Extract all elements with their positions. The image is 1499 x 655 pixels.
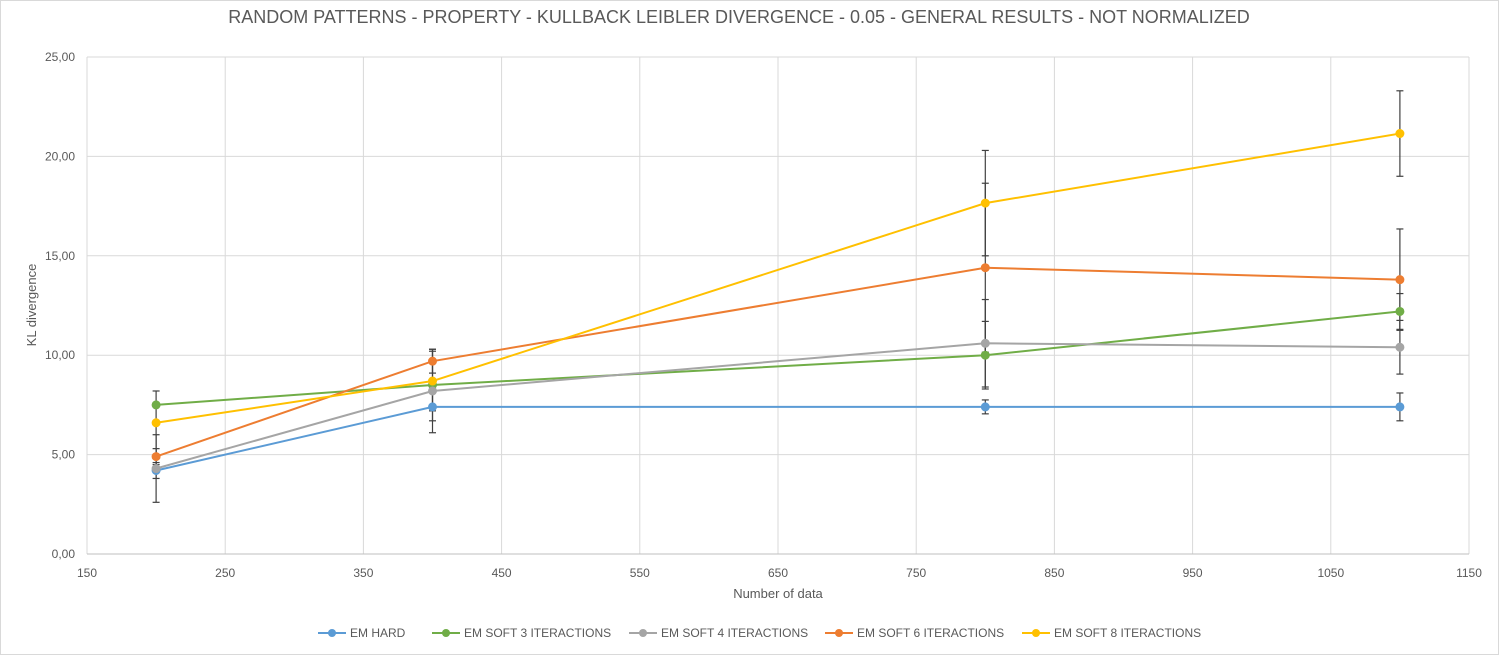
data-point bbox=[980, 402, 990, 412]
y-tick-label: 0,00 bbox=[52, 547, 76, 561]
legend-marker bbox=[328, 629, 336, 637]
data-point bbox=[151, 464, 161, 474]
data-point bbox=[1395, 306, 1405, 316]
series-line bbox=[155, 342, 1400, 470]
x-tick-label: 750 bbox=[906, 566, 926, 580]
legend-label: EM SOFT 4 ITERACTIONS bbox=[661, 626, 808, 640]
gridlines bbox=[86, 56, 1470, 554]
data-point bbox=[428, 356, 437, 366]
y-tick-label: 10,00 bbox=[45, 348, 75, 362]
series-line bbox=[155, 266, 1400, 458]
x-tick-label: 1050 bbox=[1317, 566, 1344, 580]
data-point bbox=[980, 350, 990, 360]
data-point bbox=[428, 402, 437, 412]
y-tick-label: 5,00 bbox=[52, 448, 76, 462]
x-tick-label: 250 bbox=[215, 566, 235, 580]
legend-entry: EM HARD bbox=[318, 626, 406, 640]
x-tick-label: 450 bbox=[492, 566, 512, 580]
chart-title: RANDOM PATTERNS - PROPERTY - KULLBACK LE… bbox=[228, 7, 1250, 27]
data-point bbox=[1395, 402, 1405, 412]
data-point bbox=[428, 386, 437, 396]
data-point bbox=[428, 376, 437, 386]
data-point bbox=[1395, 275, 1405, 285]
x-tick-label: 350 bbox=[353, 566, 373, 580]
data-point bbox=[151, 400, 161, 410]
data-point bbox=[1395, 342, 1405, 352]
series-line bbox=[155, 405, 1400, 472]
y-axis-title: KL divergence bbox=[24, 264, 39, 347]
legend-marker bbox=[639, 629, 647, 637]
x-tick-label: 150 bbox=[77, 566, 97, 580]
series-line bbox=[155, 132, 1401, 424]
y-tick-label: 25,00 bbox=[45, 50, 75, 64]
x-axis-title: Number of data bbox=[733, 586, 823, 601]
series-line bbox=[156, 310, 1401, 406]
data-point bbox=[980, 338, 990, 348]
series-lines bbox=[155, 132, 1401, 472]
data-point bbox=[980, 198, 990, 208]
data-point bbox=[151, 452, 161, 462]
data-points bbox=[151, 129, 1405, 476]
data-point bbox=[980, 263, 990, 273]
legend-label: EM SOFT 3 ITERACTIONS bbox=[464, 626, 611, 640]
legend-marker bbox=[835, 629, 843, 637]
legend-entry: EM SOFT 4 ITERACTIONS bbox=[629, 626, 808, 640]
x-tick-label: 850 bbox=[1044, 566, 1064, 580]
x-tick-label: 650 bbox=[768, 566, 788, 580]
legend-entry: EM SOFT 3 ITERACTIONS bbox=[432, 626, 611, 640]
legend-marker bbox=[1032, 629, 1040, 637]
y-tick-label: 15,00 bbox=[45, 249, 75, 263]
legend-entry: EM SOFT 6 ITERACTIONS bbox=[825, 626, 1004, 640]
x-tick-label: 1150 bbox=[1456, 566, 1482, 580]
x-tick-label: 550 bbox=[630, 566, 650, 580]
axes: 0,00 5,00 10,00 15,00 20,00 25,00 150 250 350 450… bbox=[45, 50, 1482, 580]
legend-label: EM HARD bbox=[350, 626, 406, 640]
x-tick-label: 950 bbox=[1183, 566, 1203, 580]
legend-label: EM SOFT 6 ITERACTIONS bbox=[857, 626, 1004, 640]
legend: EM HARD EM SOFT 3 ITERACTIONS EM SOFT 4 IT… bbox=[318, 626, 1201, 640]
legend-label: EM SOFT 8 ITERACTIONS bbox=[1054, 626, 1201, 640]
y-tick-label: 20,00 bbox=[45, 149, 75, 163]
data-point bbox=[1395, 129, 1405, 139]
legend-marker bbox=[442, 629, 450, 637]
data-point bbox=[151, 418, 161, 428]
legend-entry: EM SOFT 8 ITERACTIONS bbox=[1022, 626, 1201, 640]
